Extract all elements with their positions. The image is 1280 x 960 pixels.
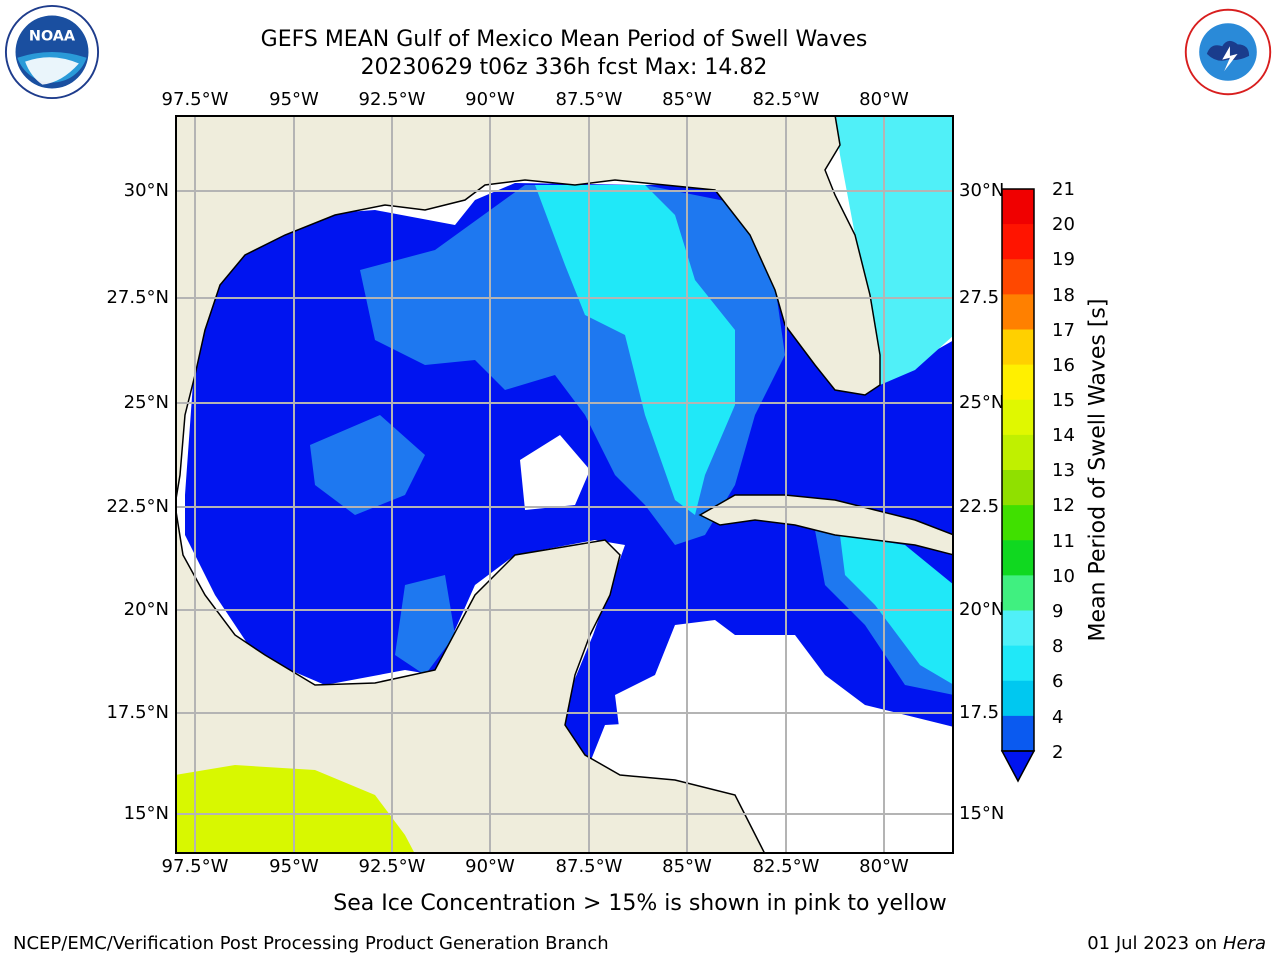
right-lat-label: 17.5 [959, 702, 1000, 723]
colorbar-tick: 10 [1052, 566, 1075, 587]
colorbar-swatch [1002, 364, 1034, 401]
colorbar-swatch [1002, 259, 1034, 295]
left-lat-label: 17.5°N [106, 702, 169, 723]
land-usa-coast [175, 115, 881, 506]
map-panel [175, 115, 954, 854]
top-lon-label: 80°W [859, 89, 909, 110]
top-lon-label: 92.5°W [358, 89, 426, 110]
nws-logo [1181, 5, 1275, 99]
colorbar-tick: 17 [1052, 320, 1075, 341]
swell-field-6-8 [535, 185, 735, 515]
colorbar-swatch [1002, 470, 1034, 506]
footer-date-text: 01 Jul 2023 on [1087, 933, 1223, 954]
top-lon-label: 87.5°W [555, 89, 623, 110]
top-lon-label: 95°W [269, 89, 319, 110]
bottom-lon-label: 95°W [269, 856, 319, 877]
colorbar-swatch [1002, 715, 1034, 752]
colorbar-tick: 11 [1052, 531, 1075, 552]
colorbar-tick: 16 [1052, 355, 1075, 376]
right-lat-label: 22.5 [959, 496, 1000, 517]
map-subtitle: 20230629 t06z 336h fcst Max: 14.82 [360, 55, 768, 80]
map-title: GEFS MEAN Gulf of Mexico Mean Period of … [260, 27, 868, 52]
swell-field-4-6 [395, 575, 455, 675]
no-data-patch [520, 435, 590, 510]
footer-date: 01 Jul 2023 on Hera [1087, 933, 1266, 954]
top-lon-label: 90°W [465, 89, 515, 110]
noaa-logo: NOAA [4, 4, 100, 100]
bottom-lon-label: 87.5°W [555, 856, 623, 877]
colorbar-swatch [1002, 189, 1034, 225]
colorbar-label: Mean Period of Swell Waves [s] [1085, 298, 1111, 642]
land-cuba [698, 494, 954, 556]
footer-machine: Hera [1222, 933, 1266, 954]
colorbar-tick: 12 [1052, 495, 1075, 516]
colorbar-swatch [1002, 610, 1034, 647]
bottom-lon-label: 97.5°W [161, 856, 229, 877]
colorbar [1000, 188, 1036, 783]
colorbar-tick: 14 [1052, 425, 1075, 446]
colorbar-swatch [1002, 399, 1034, 436]
right-lat-label: 25°N [959, 392, 1005, 413]
left-lat-label: 30°N [123, 180, 169, 201]
right-lat-label: 30°N [959, 180, 1005, 201]
colorbar-tick: 13 [1052, 460, 1075, 481]
land-mexico [175, 504, 766, 854]
colorbar-extend-arrow [1000, 750, 1036, 783]
left-lat-label: 25°N [123, 392, 169, 413]
colorbar-tick: 2 [1052, 742, 1064, 763]
svg-text:NOAA: NOAA [29, 28, 76, 44]
colorbar-swatch [1002, 645, 1034, 682]
colorbar-swatch [1002, 505, 1034, 541]
colorbar-tick: 8 [1052, 636, 1064, 657]
colorbar-tick: 19 [1052, 249, 1075, 270]
colorbar-tick: 20 [1052, 214, 1075, 235]
graticule [175, 115, 954, 854]
colorbar-swatch [1002, 434, 1034, 471]
colorbar-swatch [1002, 575, 1034, 611]
no-data-patch [615, 620, 954, 854]
bottom-lon-label: 85°W [662, 856, 712, 877]
colorbar-swatch [1002, 540, 1034, 576]
colorbar-tick: 4 [1052, 707, 1064, 728]
top-lon-label: 82.5°W [752, 89, 820, 110]
left-lat-label: 20°N [123, 599, 169, 620]
colorbar-tick: 6 [1052, 671, 1064, 692]
bottom-lon-label: 80°W [859, 856, 909, 877]
sea-ice-note: Sea Ice Concentration > 15% is shown in … [333, 891, 947, 916]
left-lat-label: 22.5°N [106, 496, 169, 517]
bottom-lon-label: 90°W [465, 856, 515, 877]
colorbar-swatch [1002, 680, 1034, 717]
colorbar-tick: 15 [1052, 390, 1075, 411]
colorbar-tick: 18 [1052, 285, 1075, 306]
top-lon-label: 97.5°W [161, 89, 229, 110]
bottom-lon-label: 92.5°W [358, 856, 426, 877]
colorbar-swatch [1002, 224, 1034, 260]
right-lat-label: 15°N [959, 803, 1005, 824]
top-lon-label: 85°W [662, 89, 712, 110]
left-lat-label: 15°N [123, 803, 169, 824]
colorbar-tick: 9 [1052, 601, 1064, 622]
left-lat-label: 27.5°N [106, 287, 169, 308]
bottom-lon-label: 82.5°W [752, 856, 820, 877]
swell-field-6-8 [835, 115, 954, 385]
right-lat-label: 27.5 [959, 287, 1000, 308]
right-lat-label: 20°N [959, 599, 1005, 620]
colorbar-swatch [1002, 294, 1034, 330]
footer-credit: NCEP/EMC/Verification Post Processing Pr… [13, 933, 609, 954]
colorbar-tick: 21 [1052, 179, 1075, 200]
swell-field-4-6 [310, 415, 425, 515]
colorbar-swatch [1002, 329, 1034, 366]
